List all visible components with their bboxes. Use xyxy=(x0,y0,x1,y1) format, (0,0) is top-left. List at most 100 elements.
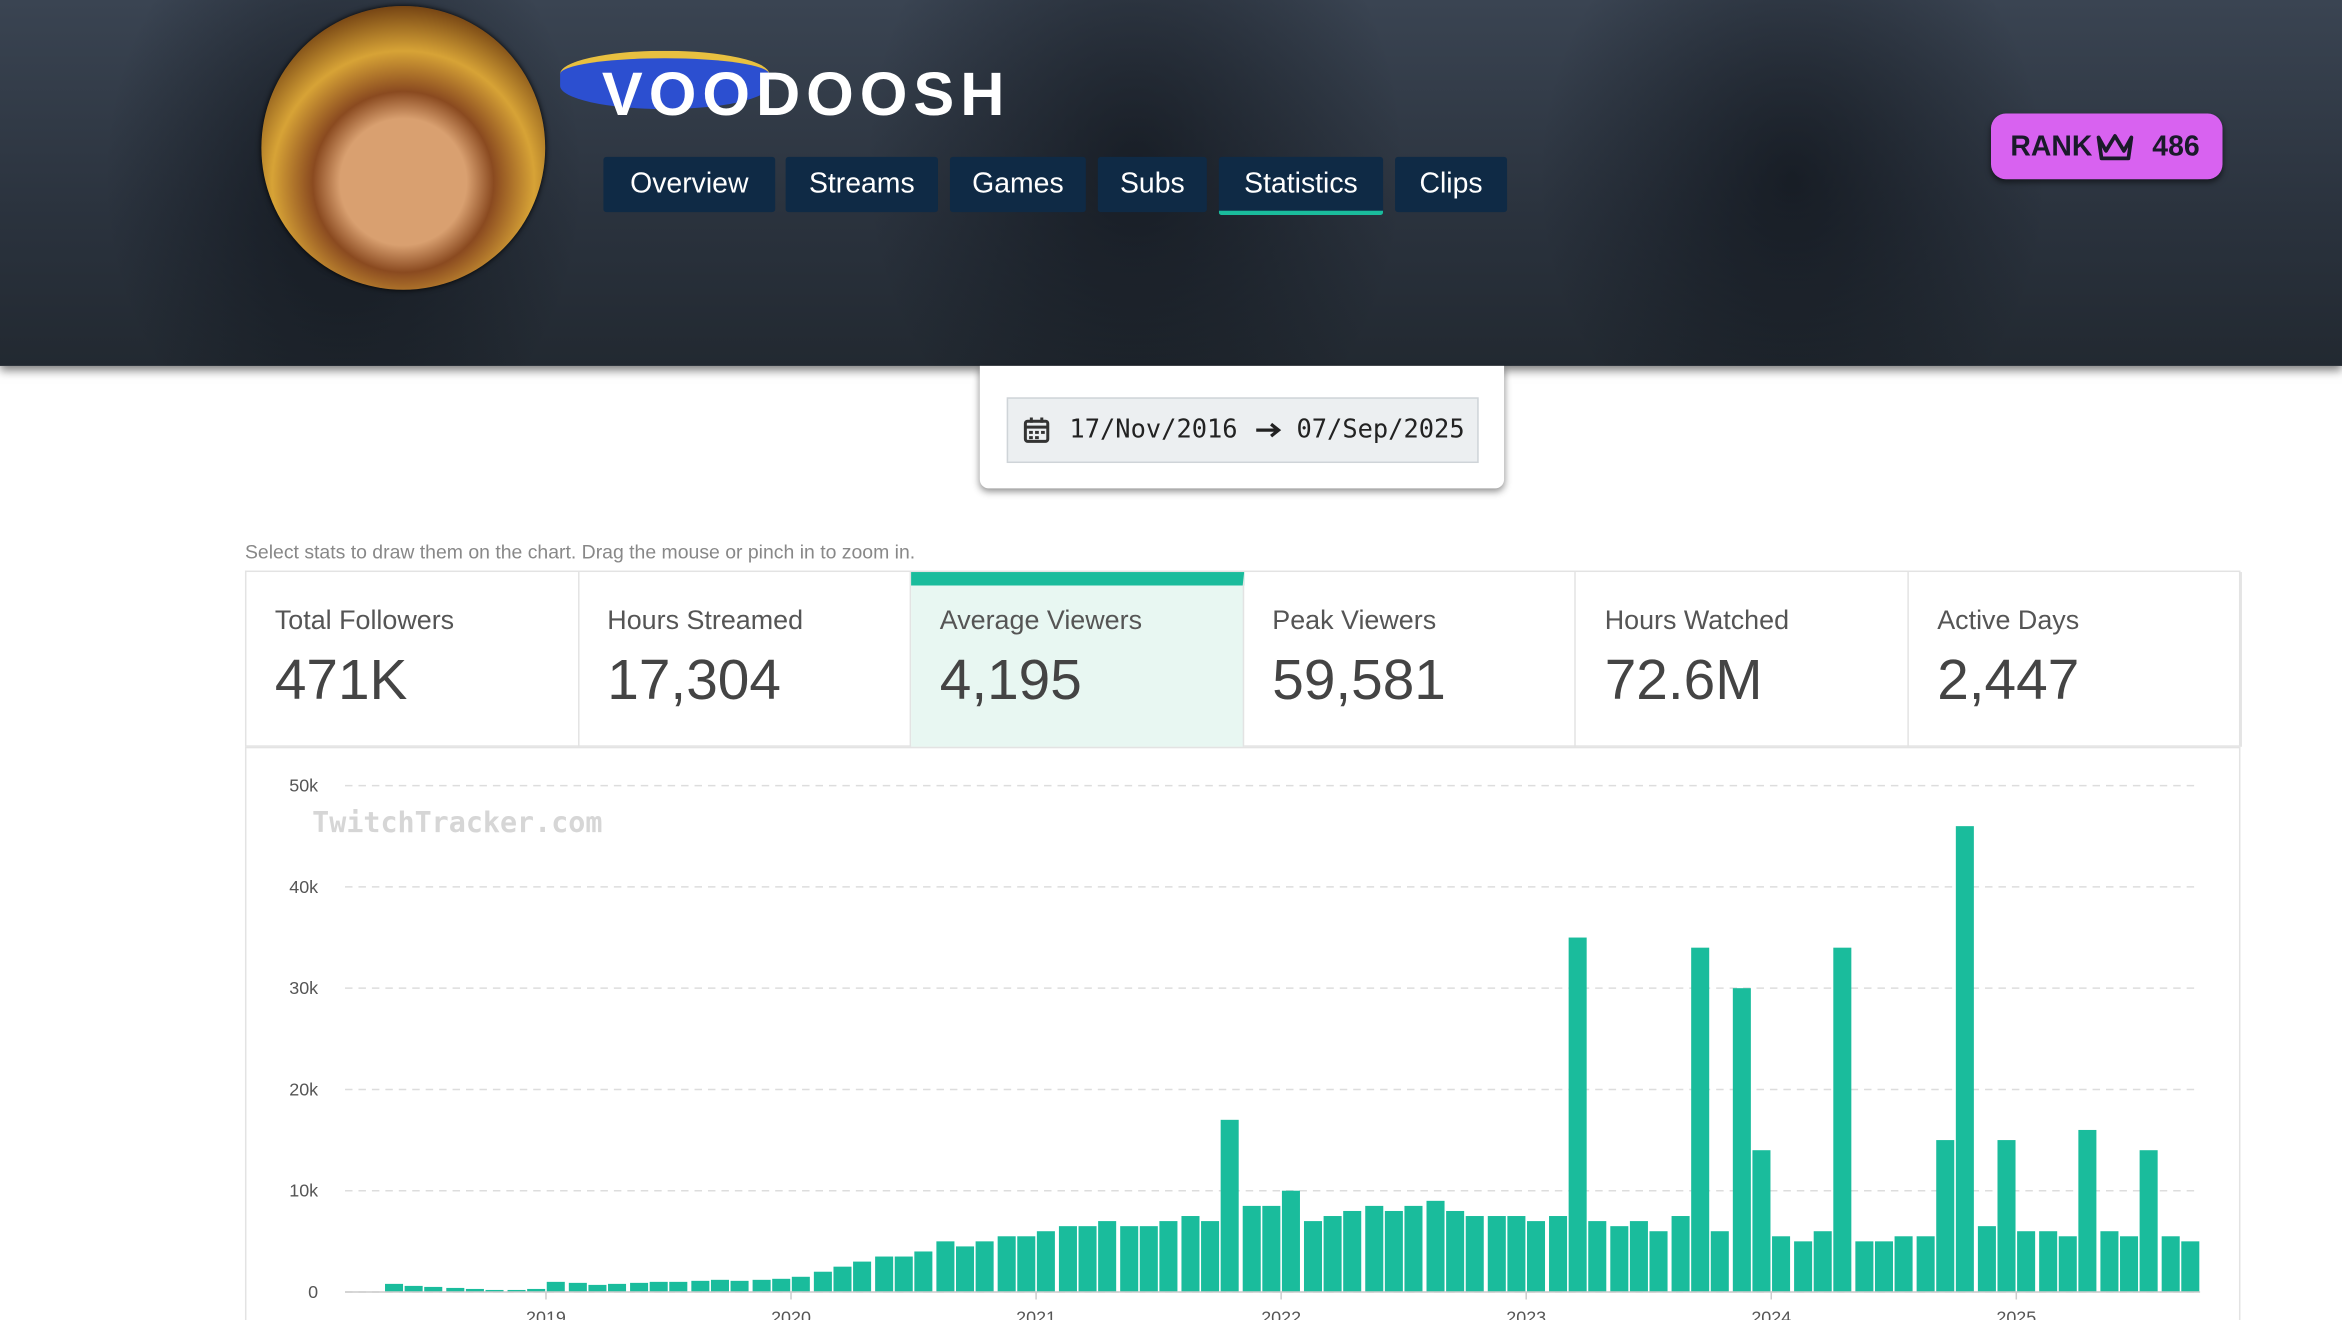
date-picker[interactable]: 17/Nov/2016 07/Sep/2025 xyxy=(1006,397,1479,464)
avatar-band xyxy=(560,50,770,110)
banner: VOODOOSH Overview Streams Games Subs Sta… xyxy=(0,0,2342,366)
bar xyxy=(1874,1241,1893,1292)
bar xyxy=(1426,1200,1445,1292)
bar xyxy=(1588,1221,1607,1292)
x-tick-label: 2019 xyxy=(526,1307,566,1320)
chart-box: 0 10k 20k 30k 40k 50k TwitchTracker.com 2019 202… xyxy=(244,746,2241,1320)
bar xyxy=(1181,1216,1200,1292)
bar xyxy=(1526,1221,1546,1292)
stat-value: 471K xyxy=(274,649,408,713)
bar xyxy=(710,1279,729,1292)
bar xyxy=(791,1276,810,1292)
bar xyxy=(772,1278,791,1292)
stat-label: Average Viewers xyxy=(939,604,1143,635)
bar xyxy=(1446,1210,1465,1292)
bar xyxy=(465,1288,484,1292)
bar xyxy=(1649,1231,1668,1292)
bar xyxy=(1058,1226,1077,1292)
bar xyxy=(2120,1236,2139,1292)
bar xyxy=(2017,1231,2036,1292)
bar xyxy=(1487,1216,1506,1292)
x-tick-label: 2021 xyxy=(1016,1307,1056,1320)
stat-label: Active Days xyxy=(1937,604,2080,635)
tab[interactable]: Streams xyxy=(785,156,938,213)
stat-label: Total Followers xyxy=(274,604,455,635)
bar xyxy=(894,1256,913,1292)
bar xyxy=(1078,1226,1097,1292)
bar xyxy=(1610,1226,1629,1292)
bar xyxy=(669,1281,688,1292)
bar xyxy=(2161,1236,2180,1292)
bar xyxy=(1894,1236,1913,1292)
bar xyxy=(691,1280,710,1292)
stat-label: Hours Watched xyxy=(1604,604,1790,635)
calendar-icon xyxy=(1023,417,1050,443)
rank-badge[interactable]: RANK 486 xyxy=(1990,113,2223,180)
bar xyxy=(1343,1210,1362,1292)
bar xyxy=(1710,1231,1729,1292)
y-tick-label: 0 xyxy=(308,1282,318,1302)
x-tick-label: 2022 xyxy=(1261,1307,1301,1320)
bar xyxy=(1159,1221,1178,1292)
bar xyxy=(1384,1210,1403,1292)
bar xyxy=(1813,1231,1832,1292)
stat-tile[interactable]: Average Viewers 4,195 xyxy=(911,572,1244,747)
bar xyxy=(1262,1205,1281,1292)
bar xyxy=(936,1241,955,1292)
bar xyxy=(1507,1216,1526,1292)
bar xyxy=(1365,1205,1384,1292)
date-card: 17/Nov/2016 07/Sep/2025 xyxy=(979,365,1505,489)
bar xyxy=(813,1271,832,1292)
tab-active[interactable]: Statistics xyxy=(1218,156,1384,216)
bar xyxy=(1855,1241,1874,1292)
bar xyxy=(1404,1205,1423,1292)
stat-value: 59,581 xyxy=(1272,649,1446,713)
stat-tile[interactable]: Hours Watched 72.6M xyxy=(1576,572,1909,747)
bar xyxy=(1955,826,1974,1292)
bar xyxy=(1568,937,1587,1292)
bar xyxy=(853,1261,872,1292)
bar xyxy=(1281,1190,1300,1292)
tab[interactable]: Overview xyxy=(603,156,776,213)
date-start: 17/Nov/2016 xyxy=(1069,415,1238,446)
tab[interactable]: Clips xyxy=(1395,156,1508,213)
bar xyxy=(2100,1231,2119,1292)
bar xyxy=(1303,1221,1323,1292)
stat-tile[interactable]: Hours Streamed 17,304 xyxy=(579,572,912,747)
stat-tile[interactable]: Peak Viewers 59,581 xyxy=(1244,572,1577,747)
y-tick-label: 20k xyxy=(289,1079,318,1099)
bar xyxy=(1017,1236,1036,1292)
bar xyxy=(1242,1205,1261,1292)
bar xyxy=(424,1286,443,1292)
bar xyxy=(608,1283,627,1292)
stat-tile[interactable]: Active Days 2,447 xyxy=(1909,572,2242,747)
bar xyxy=(1752,1150,1771,1292)
bar xyxy=(485,1289,504,1292)
stat-tile[interactable]: Total Followers 471K xyxy=(246,572,579,747)
bar xyxy=(2139,1150,2158,1292)
bar xyxy=(385,1283,404,1292)
x-tick-label: 2025 xyxy=(1996,1307,2036,1320)
stat-label: Peak Viewers xyxy=(1272,604,1437,635)
bar xyxy=(1997,1140,2016,1292)
tab[interactable]: Games xyxy=(949,156,1086,213)
bar xyxy=(875,1256,894,1292)
bar xyxy=(1772,1236,1791,1292)
tab[interactable]: Subs xyxy=(1097,156,1207,213)
watermark: TwitchTracker.com xyxy=(312,806,602,839)
bar xyxy=(649,1281,668,1292)
bar xyxy=(546,1281,565,1292)
crown-icon xyxy=(2096,134,2134,161)
bar xyxy=(2039,1231,2058,1292)
bar xyxy=(997,1236,1016,1292)
bar xyxy=(956,1246,975,1292)
stat-tiles: Total Followers 471K Hours Streamed 17,304 A… xyxy=(244,570,2242,747)
bar xyxy=(2078,1129,2097,1292)
bar xyxy=(833,1266,852,1292)
y-tick-label: 10k xyxy=(289,1181,318,1201)
stat-value: 72.6M xyxy=(1604,649,1763,713)
y-tick-label: 30k xyxy=(289,978,318,998)
x-tick-label: 2020 xyxy=(771,1307,811,1320)
stat-value: 17,304 xyxy=(607,649,781,713)
y-tick-label: 50k xyxy=(289,776,318,796)
